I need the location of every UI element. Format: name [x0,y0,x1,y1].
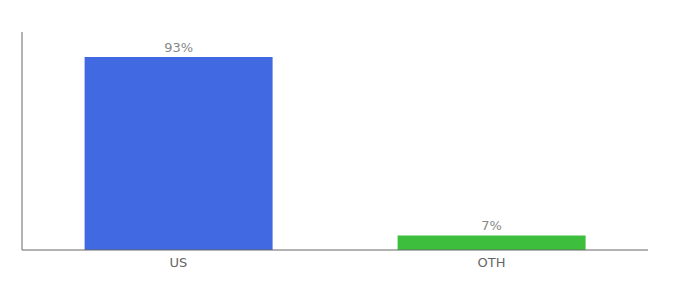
svg-text:US: US [170,255,188,270]
svg-text:OTH: OTH [478,255,506,270]
svg-text:93%: 93% [164,40,193,55]
svg-text:7%: 7% [481,218,502,233]
